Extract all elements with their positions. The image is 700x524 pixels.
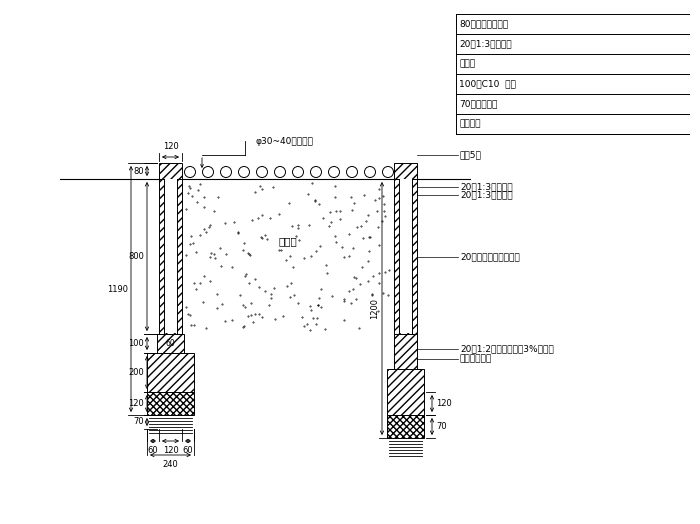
Text: 填植土: 填植土	[279, 236, 298, 246]
Bar	[159, 163, 182, 179]
Bar	[394, 179, 417, 334]
Text: 70: 70	[134, 418, 144, 427]
Text: 1200: 1200	[370, 298, 379, 319]
Text: 800: 800	[128, 252, 144, 261]
Text: 面层5层: 面层5层	[460, 150, 482, 159]
Text: 20厚五莲花花岗岩贴面: 20厚五莲花花岗岩贴面	[460, 252, 519, 261]
Text: 60: 60	[183, 446, 193, 455]
Text: 100厚C10  垫层: 100厚C10 垫层	[459, 80, 516, 89]
Bar	[387, 369, 424, 415]
Text: 1190: 1190	[107, 285, 128, 293]
Bar	[147, 353, 194, 392]
Text: 60: 60	[166, 340, 176, 348]
Text: 120: 120	[128, 399, 144, 408]
Bar	[157, 334, 184, 353]
Text: 20厚1:3水泥砂浆: 20厚1:3水泥砂浆	[460, 191, 512, 200]
Text: 素土夯实: 素土夯实	[459, 119, 480, 128]
Text: 200: 200	[128, 368, 144, 377]
Bar	[182, 179, 394, 334]
Text: 80厚五莲花花岗岩: 80厚五莲花花岗岩	[459, 19, 508, 28]
Text: 120: 120	[436, 399, 452, 408]
Text: 70: 70	[436, 422, 447, 431]
Text: 20厚1:3水泥砂浆: 20厚1:3水泥砂浆	[459, 39, 512, 49]
Text: φ30~40卵石笼铺: φ30~40卵石笼铺	[255, 136, 313, 146]
Text: 20厚1:2水泥砂浆内掺3%防水粉: 20厚1:2水泥砂浆内掺3%防水粉	[460, 344, 554, 354]
Text: 80: 80	[134, 167, 144, 176]
Text: 20厚1:3水泥砂浆: 20厚1:3水泥砂浆	[460, 182, 512, 191]
Text: 120: 120	[162, 446, 178, 455]
Text: 240: 240	[162, 460, 178, 469]
Bar	[394, 163, 417, 179]
Bar	[399, 179, 412, 333]
Bar	[394, 334, 417, 392]
Text: 60: 60	[148, 446, 158, 455]
Text: 120: 120	[162, 142, 178, 151]
Text: 原混凝土面面: 原混凝土面面	[460, 355, 492, 364]
Bar	[387, 415, 424, 438]
Bar	[147, 392, 194, 415]
Text: 100: 100	[128, 339, 144, 348]
Text: 70厚碎石垫层: 70厚碎石垫层	[459, 100, 498, 108]
Bar	[164, 179, 177, 333]
Text: 砖砌体: 砖砌体	[459, 60, 475, 69]
Bar	[159, 179, 182, 334]
